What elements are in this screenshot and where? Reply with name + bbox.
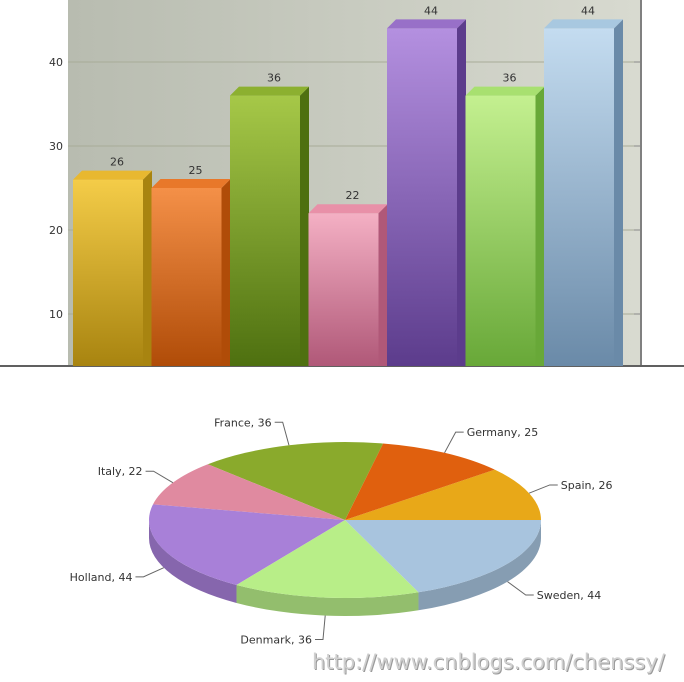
bar-data-label: 22 — [346, 189, 360, 202]
bar-data-label: 36 — [267, 72, 281, 85]
pie-leader-line — [444, 431, 464, 454]
bar-italy — [308, 204, 388, 366]
bar-front — [73, 179, 143, 366]
pie-label-sweden: Sweden, 44 — [537, 589, 601, 602]
bar-side — [378, 204, 388, 366]
pie-label-germany: Germany, 25 — [467, 426, 539, 439]
y-tick-label: 40 — [49, 56, 63, 69]
pie-side-sweden — [418, 520, 541, 611]
pie-chart: Spain, 26 Germany, 25 France, 36 Italy, 22 H… — [70, 416, 613, 646]
pie-leader-line — [314, 615, 326, 640]
bar-chart: 10 20 30 40 26 25 36 22 44 36 44 — [0, 0, 684, 367]
pie-slice-sweden — [345, 520, 541, 593]
bar-data-label: 44 — [581, 4, 595, 17]
bar-top — [387, 19, 466, 29]
pie-slice-denmark — [236, 520, 419, 598]
bar-sweden — [544, 19, 623, 367]
bar-side — [221, 179, 231, 366]
bar-data-label: 26 — [110, 156, 124, 169]
y-tick-label: 10 — [49, 308, 63, 321]
bar-top — [151, 179, 231, 188]
pie-slice-holland — [149, 504, 345, 585]
pie-slice-spain — [345, 469, 541, 520]
pie-leader-line — [135, 567, 164, 578]
bar-spain — [73, 170, 152, 366]
pie-slice-germany — [345, 443, 495, 520]
bar-holland — [387, 19, 466, 367]
bar-front — [465, 95, 536, 366]
pie-slice-france — [207, 442, 384, 520]
bar-top — [230, 86, 309, 96]
bar-denmark — [230, 86, 309, 366]
bar-side — [143, 170, 152, 366]
pie-label-denmark: Denmark, 36 — [240, 633, 312, 646]
pie-label-spain: Spain, 26 — [561, 479, 613, 492]
pie-leader-line — [274, 421, 290, 446]
bar-front — [230, 95, 300, 366]
bar-data-label: 25 — [189, 164, 203, 177]
bar-side — [535, 86, 545, 366]
bar-front — [308, 213, 379, 366]
pie-leader-line — [528, 484, 558, 494]
pie-side-denmark — [236, 584, 419, 616]
bar-germany — [151, 179, 231, 366]
y-tick-label: 20 — [49, 224, 63, 237]
bar-data-label: 36 — [503, 72, 517, 85]
watermark: http://www.cnblogs.com/chenssy/ — [312, 650, 665, 674]
bar-top — [73, 170, 152, 180]
pie-slice-italy — [152, 464, 345, 520]
pie-label-italy: Italy, 22 — [98, 465, 143, 478]
pie-side-holland — [149, 520, 237, 603]
bar-front — [544, 28, 614, 367]
bar-side — [614, 19, 623, 367]
pie-label-france: France, 36 — [214, 416, 272, 429]
bar-side — [300, 86, 309, 366]
pie-leader-line — [145, 470, 174, 484]
bar-front — [151, 188, 222, 366]
bar-side — [457, 19, 466, 367]
bar-denmark — [465, 86, 545, 366]
pie-leader-line — [507, 581, 534, 596]
y-tick-label: 30 — [49, 140, 63, 153]
bar-top — [465, 86, 545, 96]
bar-front — [387, 28, 457, 367]
pie-label-holland: Holland, 44 — [70, 571, 133, 584]
bar-top — [308, 204, 388, 214]
bar-data-label: 44 — [424, 4, 438, 17]
bar-top — [544, 19, 623, 29]
